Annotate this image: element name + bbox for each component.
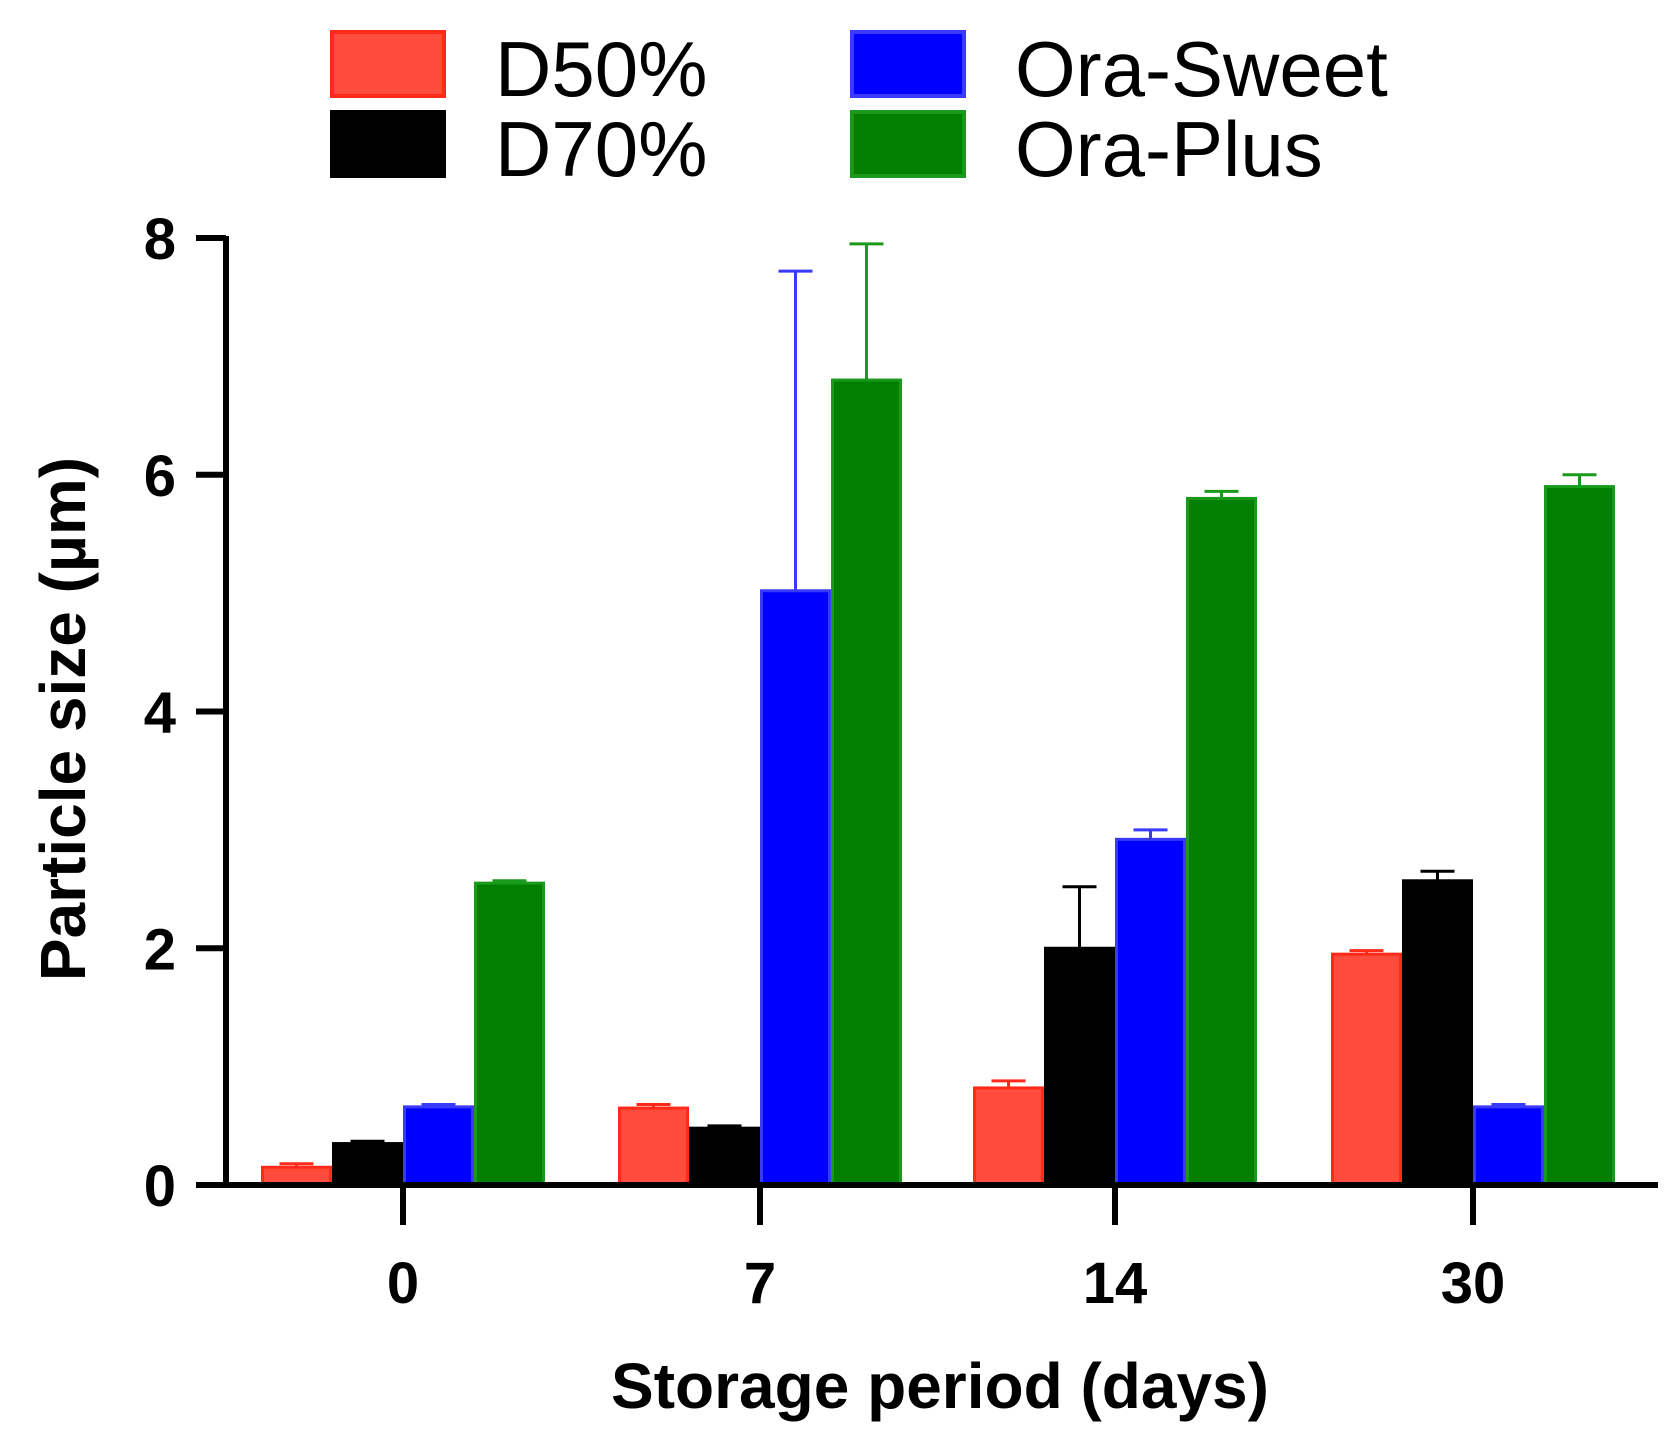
legend-swatch-d50 bbox=[330, 30, 446, 98]
axis-labels: 0 2 4 6 8 0 7 14 30 Storage period (days) Particle… bbox=[27, 207, 1505, 1422]
error-bar-d50-day-0 bbox=[279, 1162, 314, 1168]
error-bar-ora-sweet-day-30 bbox=[1491, 1103, 1526, 1107]
bar-d70-day-14 bbox=[1044, 946, 1115, 1187]
error-bar-ora-sweet-day-14 bbox=[1133, 828, 1168, 840]
bar-d70-day-0 bbox=[332, 1142, 403, 1187]
error-bar-d50-day-14 bbox=[991, 1079, 1026, 1088]
y-tick-label: 8 bbox=[144, 207, 176, 272]
legend-item-ora-sweet: Ora-Sweet bbox=[850, 25, 1388, 113]
legend-item-ora-plus: Ora-Plus bbox=[850, 105, 1323, 193]
bar-d50-day-30 bbox=[1331, 952, 1402, 1187]
legend-label-ora-sweet: Ora-Sweet bbox=[1015, 25, 1388, 113]
error-bar-ora-sweet-day-7 bbox=[778, 269, 813, 591]
y-tick-label: 0 bbox=[144, 1154, 176, 1219]
y-axis-title: Particle size (µm) bbox=[27, 457, 99, 981]
bar-ora-sweet-day-30 bbox=[1473, 1105, 1544, 1187]
legend-item-d50: D50% bbox=[330, 25, 707, 113]
legend-swatch-ora-plus bbox=[850, 110, 966, 178]
bars bbox=[261, 378, 1615, 1187]
x-tick-label: 7 bbox=[744, 1251, 776, 1316]
legend-label-ora-plus: Ora-Plus bbox=[1015, 105, 1323, 193]
bar-ora-plus-day-7 bbox=[831, 378, 902, 1187]
x-tick-label: 14 bbox=[1083, 1251, 1148, 1316]
bar-ora-sweet-day-14 bbox=[1115, 837, 1186, 1187]
error-bar-d50-day-7 bbox=[636, 1103, 671, 1109]
legend-swatch-ora-sweet bbox=[850, 30, 966, 98]
error-bars bbox=[279, 242, 1597, 1168]
error-bar-d70-day-14 bbox=[1062, 885, 1097, 949]
error-bar-ora-plus-day-0 bbox=[492, 879, 527, 884]
legend-item-d70: D70% bbox=[330, 105, 707, 193]
error-bar-d70-day-7 bbox=[707, 1124, 742, 1129]
y-tick-label: 2 bbox=[144, 917, 176, 982]
y-tick-label: 4 bbox=[144, 681, 176, 746]
y-tick-label: 6 bbox=[144, 444, 176, 509]
bar-ora-plus-day-14 bbox=[1186, 496, 1257, 1187]
legend-label-d70: D70% bbox=[495, 105, 707, 193]
x-tick-label: 0 bbox=[387, 1251, 419, 1316]
bar-ora-sweet-day-7 bbox=[760, 589, 831, 1187]
error-bar-ora-plus-day-7 bbox=[849, 242, 884, 381]
legend-swatch-d70 bbox=[330, 110, 446, 178]
bar-ora-plus-day-0 bbox=[474, 881, 545, 1187]
legend-label-d50: D50% bbox=[495, 25, 707, 113]
bar-d70-day-7 bbox=[689, 1126, 760, 1187]
bar-d50-day-14 bbox=[973, 1086, 1044, 1187]
bar-d50-day-7 bbox=[618, 1106, 689, 1187]
bar-d70-day-30 bbox=[1402, 879, 1473, 1187]
error-bar-d70-day-30 bbox=[1420, 869, 1455, 881]
error-bar-d50-day-30 bbox=[1349, 949, 1384, 955]
bar-ora-sweet-day-0 bbox=[403, 1105, 474, 1187]
axes bbox=[196, 235, 1658, 1225]
x-tick-label: 30 bbox=[1441, 1251, 1506, 1316]
bar-ora-plus-day-30 bbox=[1544, 485, 1615, 1187]
error-bar-ora-sweet-day-0 bbox=[421, 1103, 456, 1107]
error-bar-ora-plus-day-14 bbox=[1204, 489, 1239, 499]
error-bar-d70-day-0 bbox=[350, 1139, 385, 1144]
error-bar-ora-plus-day-30 bbox=[1562, 473, 1597, 487]
x-axis-title: Storage period (days) bbox=[611, 1350, 1269, 1422]
